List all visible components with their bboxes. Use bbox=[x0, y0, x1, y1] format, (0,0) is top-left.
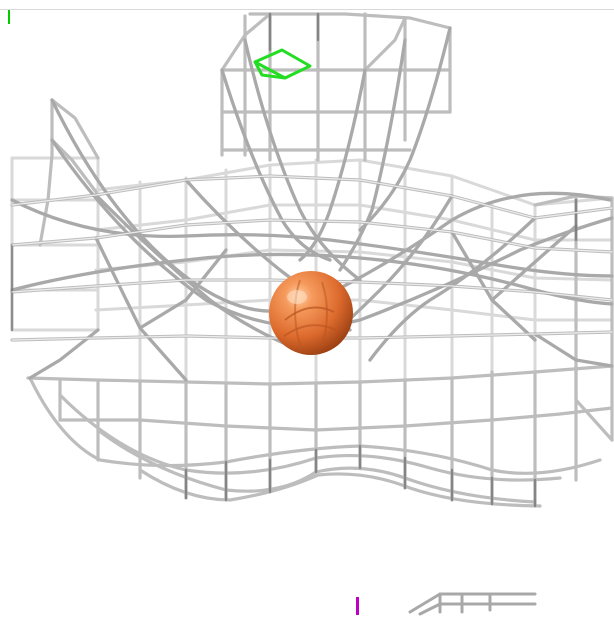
magenta-axis-marker bbox=[356, 597, 359, 615]
green-atom-marker[interactable] bbox=[253, 48, 312, 80]
mesh-mid-layer bbox=[10, 12, 614, 508]
orange-atom-sphere[interactable] bbox=[269, 271, 353, 355]
green-axis-marker bbox=[8, 10, 10, 24]
top-divider bbox=[0, 9, 614, 10]
mesh-fragment-bottom bbox=[408, 592, 537, 616]
mesh-shadow-accents bbox=[10, 12, 578, 508]
